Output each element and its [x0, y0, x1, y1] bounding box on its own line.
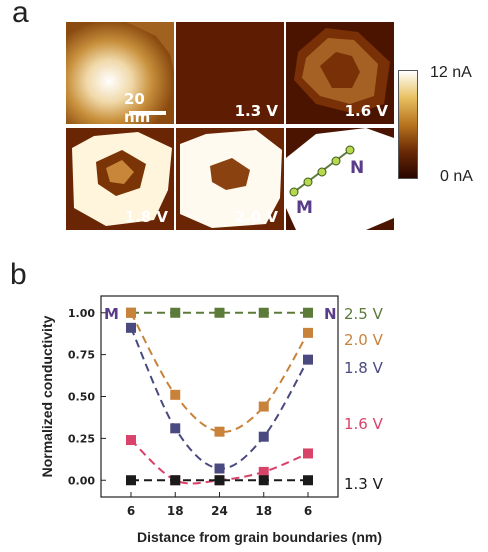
data-point: [170, 389, 181, 400]
map-tile-1-3v: 1.3 V: [176, 22, 284, 124]
map-tile-1-6v: 1.6 V: [286, 22, 394, 124]
right-marker-label: N: [324, 305, 337, 323]
series-line: [130, 312, 309, 433]
data-point: [214, 475, 225, 486]
marker-end-label: N: [350, 158, 365, 178]
marker-start-label: M: [296, 198, 313, 218]
series-label: 1.6 V: [344, 415, 384, 433]
data-point: [126, 307, 136, 318]
series-label: 1.8 V: [344, 359, 384, 377]
data-point: [258, 431, 269, 442]
tile-voltage-label: 2.5 V: [344, 208, 388, 226]
panel-a-letter: a: [12, 0, 29, 29]
tile-voltage-label: 1.8 V: [124, 208, 168, 226]
data-point: [126, 435, 136, 446]
colorbar-max-label: 12 nA: [430, 64, 472, 81]
x-tick-label: 18: [167, 504, 184, 518]
y-tick-label: 0.25: [68, 432, 95, 445]
data-point: [303, 354, 313, 365]
data-point: [170, 307, 181, 318]
data-point: [258, 307, 269, 318]
panel-b-letter: b: [10, 258, 27, 291]
series-label: 1.3 V: [344, 475, 384, 493]
left-marker-label: M: [104, 305, 119, 323]
x-axis-label: Distance from grain boundaries (nm): [137, 529, 382, 545]
data-point: [214, 307, 225, 318]
tile-voltage-label: 2.0 V: [234, 208, 278, 226]
map-tile-topography: 20 nm: [66, 22, 174, 124]
data-point: [214, 426, 225, 437]
colorbar-min-label: 0 nA: [440, 168, 473, 185]
data-point: [214, 463, 225, 474]
x-tick-label: 24: [211, 504, 228, 518]
data-point: [126, 322, 136, 333]
tile-voltage-label: 1.3 V: [234, 102, 278, 120]
series-label: 2.5 V: [344, 305, 384, 323]
map-tile-1-8v: 1.8 V: [66, 128, 174, 230]
data-point: [170, 423, 181, 434]
map-tile-2-0v: 2.0 V: [176, 128, 284, 230]
data-point: [258, 466, 269, 477]
y-tick-label: 1.00: [68, 307, 95, 320]
y-tick-label: 0.00: [68, 474, 95, 487]
x-tick-label: 6: [304, 504, 312, 518]
series-label: 2.0 V: [344, 331, 384, 349]
data-point: [258, 475, 269, 486]
data-point: [170, 475, 181, 486]
tile-voltage-label: 1.6 V: [344, 102, 388, 120]
data-point: [303, 327, 313, 338]
y-tick-label: 0.50: [68, 391, 95, 404]
data-point: [258, 401, 269, 412]
map-tile-2-5v: M N 2.5 V: [286, 128, 394, 230]
x-tick-label: 18: [255, 504, 272, 518]
y-tick-label: 0.75: [68, 349, 95, 362]
x-tick-label: 6: [127, 504, 135, 518]
data-point: [303, 448, 313, 459]
scale-bar: [129, 111, 166, 115]
data-point: [303, 307, 313, 318]
y-axis-label: Normalized conductivity: [39, 315, 55, 477]
colorbar: [398, 70, 418, 179]
data-point: [303, 475, 313, 486]
series-line: [130, 327, 309, 470]
data-point: [126, 475, 136, 486]
